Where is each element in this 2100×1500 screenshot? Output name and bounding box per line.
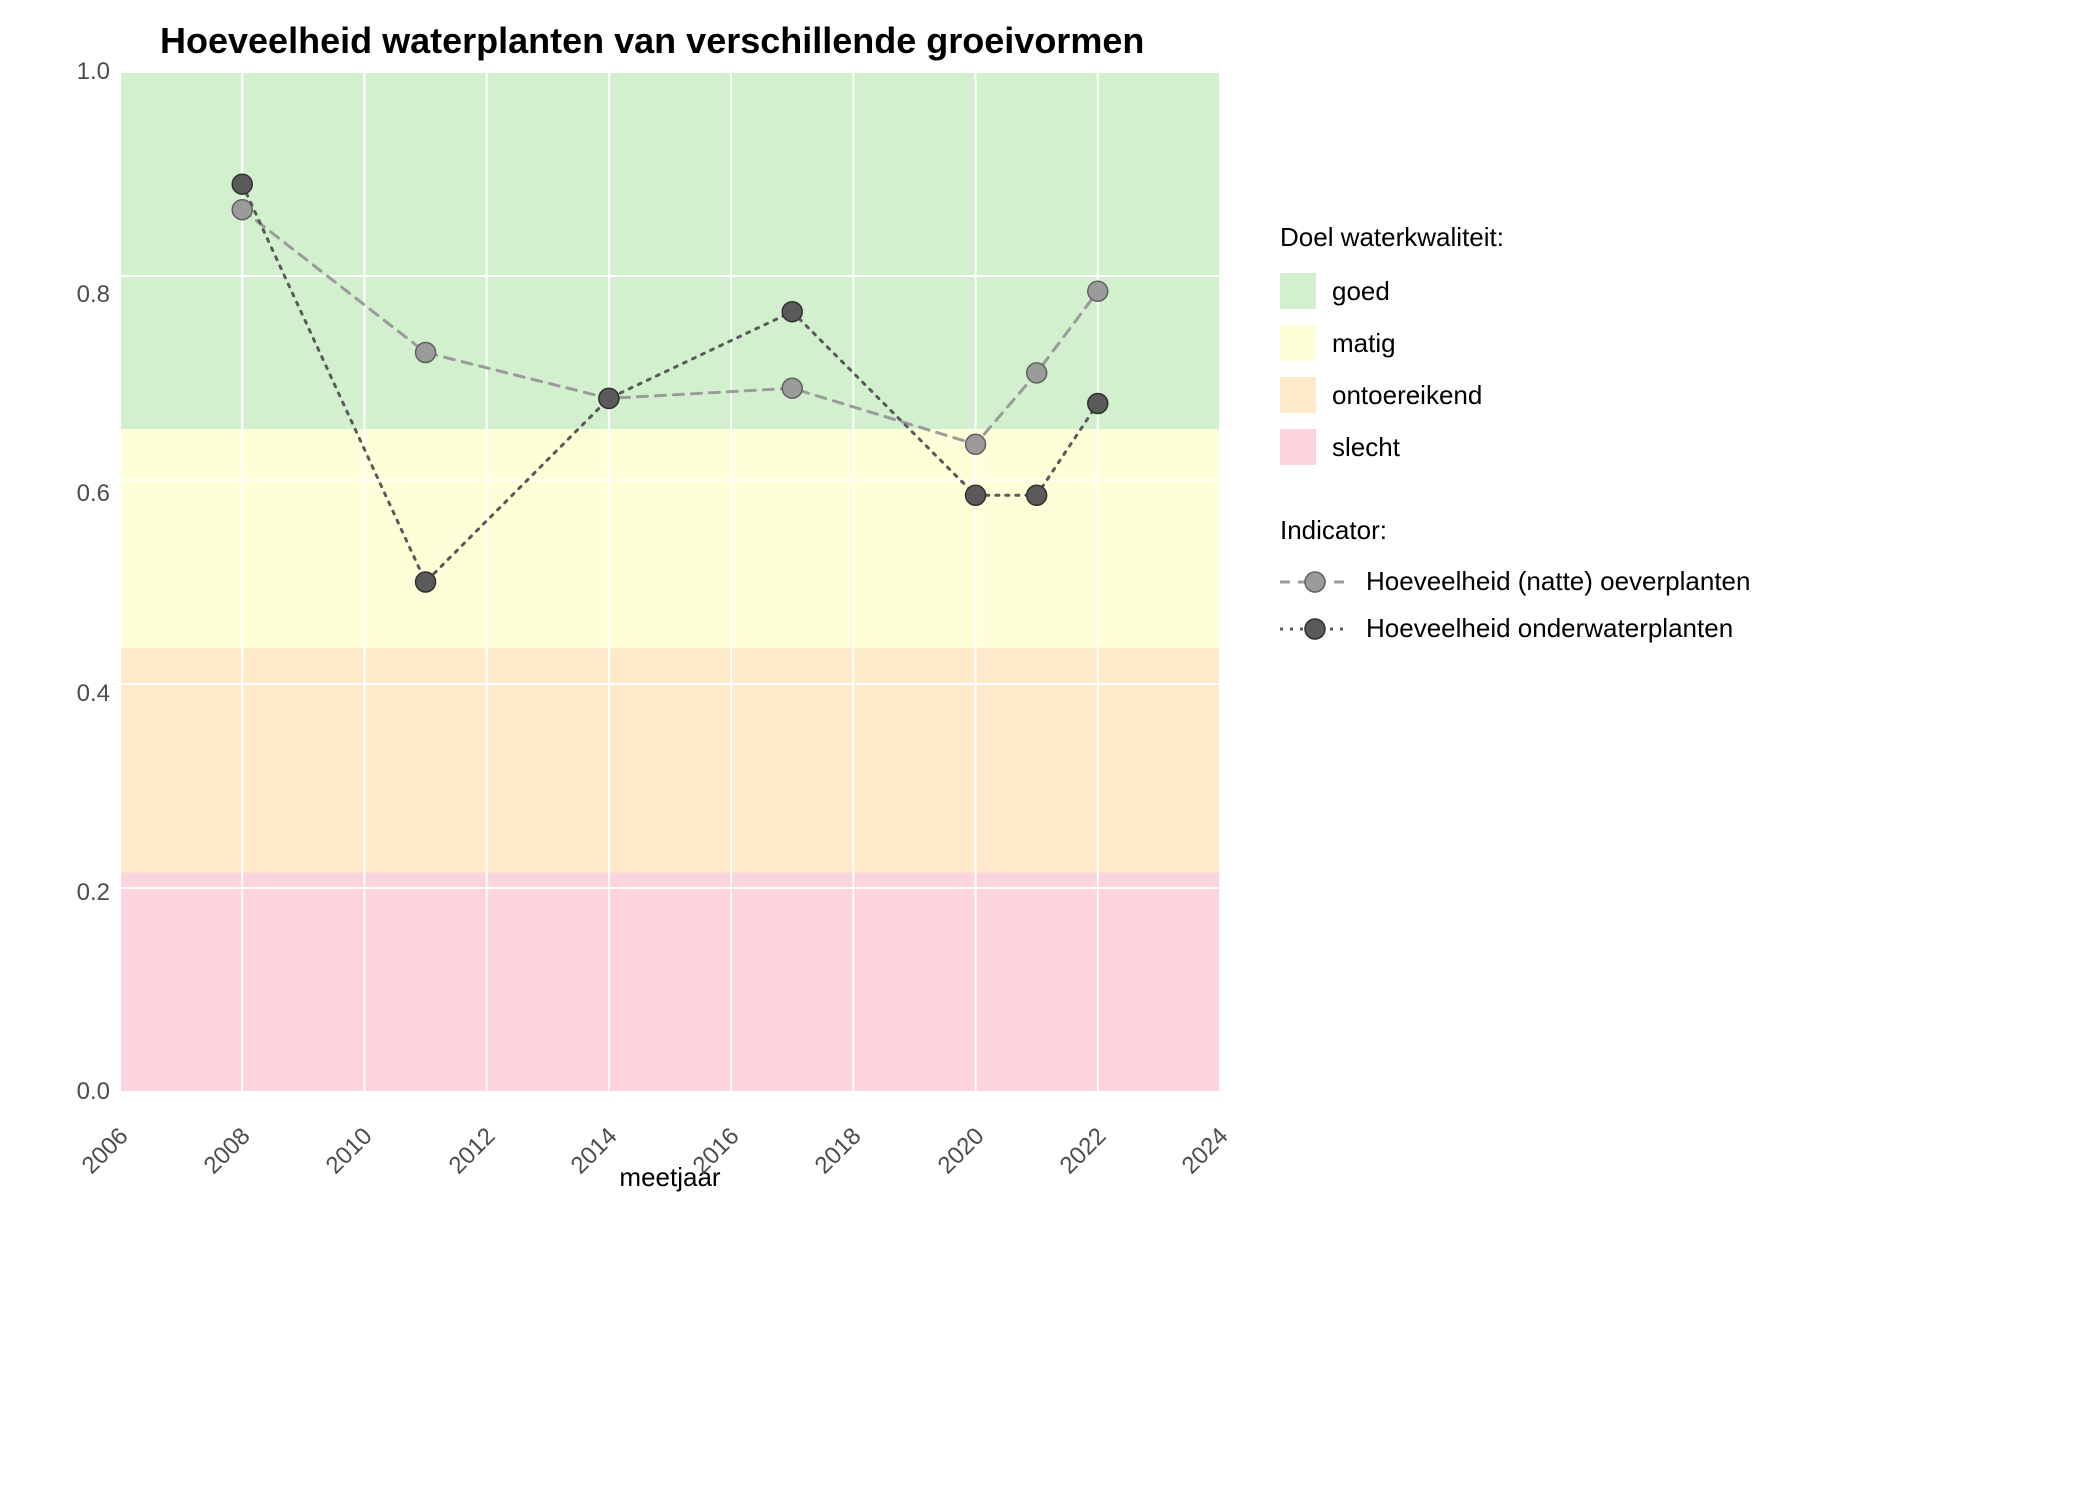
y-ticks: 1.00.80.60.40.20.0: [60, 72, 110, 1092]
x-axis-label: meetjaar: [120, 1162, 1220, 1193]
legend: Doel waterkwaliteit: goed matig ontoereike…: [1280, 222, 1750, 694]
chart-container: kwaliteitscore (0 is minimaal, 1 is maxi…: [20, 72, 2080, 1193]
series-point: [416, 343, 436, 363]
series-point: [966, 485, 986, 505]
legend-quality-items: goed matig ontoereikend slecht: [1280, 273, 1750, 465]
legend-indicator-item: Hoeveelheid onderwaterplanten: [1280, 613, 1750, 644]
series-point: [1027, 485, 1047, 505]
chart-root: Hoeveelheid waterplanten van verschillen…: [20, 20, 2080, 1193]
legend-indicator-item: Hoeveelheid (natte) oeverplanten: [1280, 566, 1750, 597]
legend-quality-item: slecht: [1280, 429, 1750, 465]
x-ticks: 2006200820102012201420162018202020222024: [120, 1102, 1220, 1152]
legend-quality-section: Doel waterkwaliteit: goed matig ontoereike…: [1280, 222, 1750, 465]
series-point: [782, 302, 802, 322]
legend-quality-label: ontoereikend: [1332, 380, 1482, 411]
plot-wrap: 1.00.80.60.40.20.0 200620082010201220142…: [120, 72, 1220, 1092]
legend-indicator-items: Hoeveelheid (natte) oeverplanten Hoeveelh…: [1280, 566, 1750, 644]
legend-quality-item: goed: [1280, 273, 1750, 309]
quality-band: [120, 873, 1220, 1092]
chart-title: Hoeveelheid waterplanten van verschillen…: [160, 20, 2080, 62]
y-tick-label: 0.6: [60, 482, 110, 506]
series-point: [1027, 363, 1047, 383]
legend-quality-title: Doel waterkwaliteit:: [1280, 222, 1750, 253]
legend-quality-item: matig: [1280, 325, 1750, 361]
legend-sample-icon: [1280, 567, 1350, 597]
series-point: [232, 174, 252, 194]
chart-main: kwaliteitscore (0 is minimaal, 1 is maxi…: [20, 72, 1220, 1193]
legend-sample-icon: [1280, 614, 1350, 644]
y-tick-label: 0.8: [60, 283, 110, 307]
legend-indicator-label: Hoeveelheid (natte) oeverplanten: [1366, 566, 1750, 597]
legend-indicator-title: Indicator:: [1280, 515, 1750, 546]
legend-indicator-section: Indicator: Hoeveelheid (natte) oeverplan…: [1280, 515, 1750, 644]
legend-swatch: [1280, 325, 1316, 361]
series-point: [416, 572, 436, 592]
series-point: [1088, 281, 1108, 301]
quality-band: [120, 648, 1220, 872]
legend-swatch: [1280, 377, 1316, 413]
y-tick-label: 0.2: [60, 881, 110, 905]
series-point: [599, 388, 619, 408]
y-tick-label: 0.0: [60, 1080, 110, 1104]
legend-quality-label: goed: [1332, 276, 1390, 307]
legend-quality-item: ontoereikend: [1280, 377, 1750, 413]
legend-quality-label: matig: [1332, 328, 1396, 359]
legend-quality-label: slecht: [1332, 432, 1400, 463]
legend-swatch: [1280, 273, 1316, 309]
plot-svg: [120, 72, 1220, 1092]
series-point: [966, 434, 986, 454]
quality-band: [120, 72, 1220, 429]
series-point: [1088, 394, 1108, 414]
quality-band: [120, 429, 1220, 648]
series-point: [782, 378, 802, 398]
legend-indicator-label: Hoeveelheid onderwaterplanten: [1366, 613, 1733, 644]
legend-swatch: [1280, 429, 1316, 465]
y-tick-label: 0.4: [60, 682, 110, 706]
y-tick-label: 1.0: [60, 60, 110, 84]
